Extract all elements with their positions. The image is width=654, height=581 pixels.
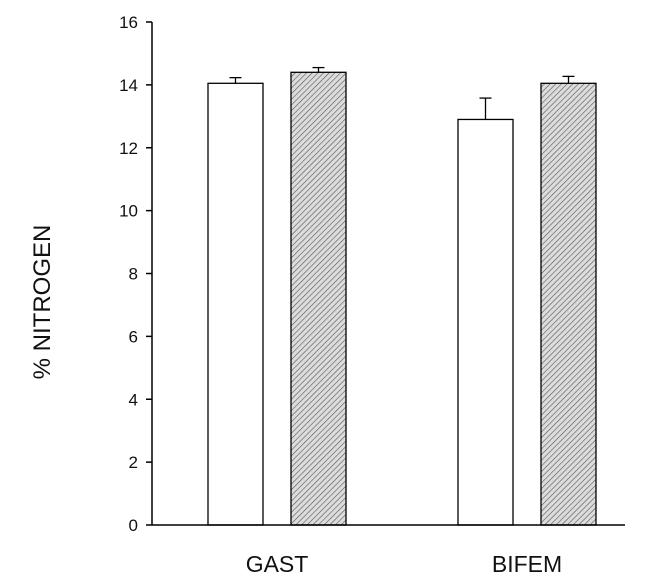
y-tick-label: 4 — [129, 390, 138, 409]
x-category-label-bifem: BIFEM — [492, 551, 562, 577]
y-tick-label: 0 — [129, 516, 138, 535]
y-tick-label: 12 — [119, 139, 138, 158]
y-tick-label: 14 — [119, 76, 138, 95]
y-tick-label: 2 — [129, 453, 138, 472]
y-tick-label: 8 — [129, 265, 138, 284]
bar-gast-series-2 — [290, 71, 347, 526]
y-axis-ticks: 0 2 4 6 8 10 12 14 16 — [119, 13, 152, 535]
bar-series — [207, 71, 597, 526]
x-category-label-gast: GAST — [246, 551, 309, 577]
bar-gast-series-1 — [207, 82, 264, 526]
x-axis-categories: GAST BIFEM — [246, 551, 562, 577]
y-tick-label: 16 — [119, 13, 138, 32]
y-tick-label: 6 — [129, 327, 138, 346]
bar-bifem-series-2 — [540, 82, 597, 526]
error-bars — [229, 66, 575, 120]
y-tick-label: 10 — [119, 202, 138, 221]
y-axis-title: % NITROGEN — [29, 225, 56, 380]
bar-bifem-series-1 — [457, 118, 514, 526]
